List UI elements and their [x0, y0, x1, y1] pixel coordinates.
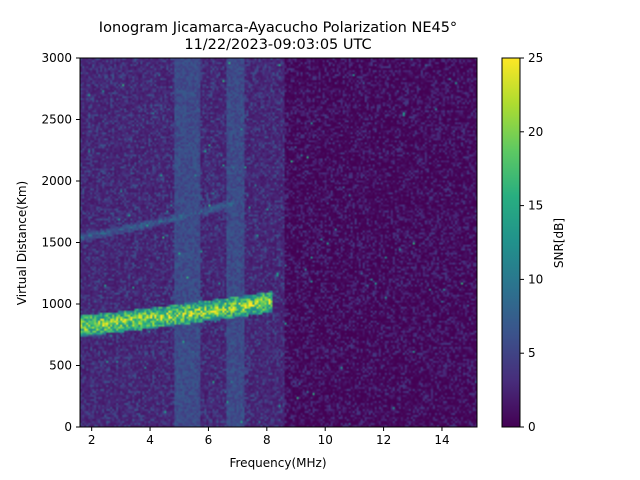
x-tick-label: 10	[318, 433, 333, 447]
colorbar-tick-label: 0	[528, 420, 536, 434]
heatmap-area	[80, 58, 477, 427]
colorbar-tick-label: 25	[528, 51, 543, 65]
y-tick-label: 1500	[41, 236, 72, 250]
colorbar-tick-label: 10	[528, 272, 543, 286]
y-tick-label: 1000	[41, 297, 72, 311]
y-tick-label: 0	[64, 420, 72, 434]
colorbar	[501, 57, 521, 428]
y-axis: 0 500 1000 1500 2000 2500 3000	[41, 51, 80, 434]
y-tick-label: 2500	[41, 113, 72, 127]
x-tick-label: 6	[205, 433, 213, 447]
x-axis-label: Frequency(MHz)	[229, 456, 326, 470]
x-tick-label: 8	[263, 433, 271, 447]
y-tick-label: 3000	[41, 51, 72, 65]
colorbar-ticks: 0 5 10 15 20 25	[520, 51, 543, 434]
x-tick-label: 4	[146, 433, 154, 447]
colorbar-tick-label: 5	[528, 346, 536, 360]
heatmap-cells	[80, 58, 477, 427]
x-tick-label: 12	[376, 433, 391, 447]
y-tick-label: 2000	[41, 174, 72, 188]
x-axis: 2 4 6 8 10 12 14	[88, 427, 450, 447]
chart-subtitle: 11/22/2023-09:03:05 UTC	[184, 37, 371, 53]
colorbar-tick-label: 15	[528, 199, 543, 213]
colorbar-tick-label: 20	[528, 125, 543, 139]
y-axis-label: Virtual Distance(Km)	[15, 181, 29, 305]
chart-title: Ionogram Jicamarca-Ayacucho Polarization…	[99, 20, 457, 36]
x-tick-label: 14	[434, 433, 449, 447]
y-tick-label: 500	[49, 359, 72, 373]
colorbar-label: SNR[dB]	[552, 218, 566, 268]
x-tick-label: 2	[88, 433, 96, 447]
